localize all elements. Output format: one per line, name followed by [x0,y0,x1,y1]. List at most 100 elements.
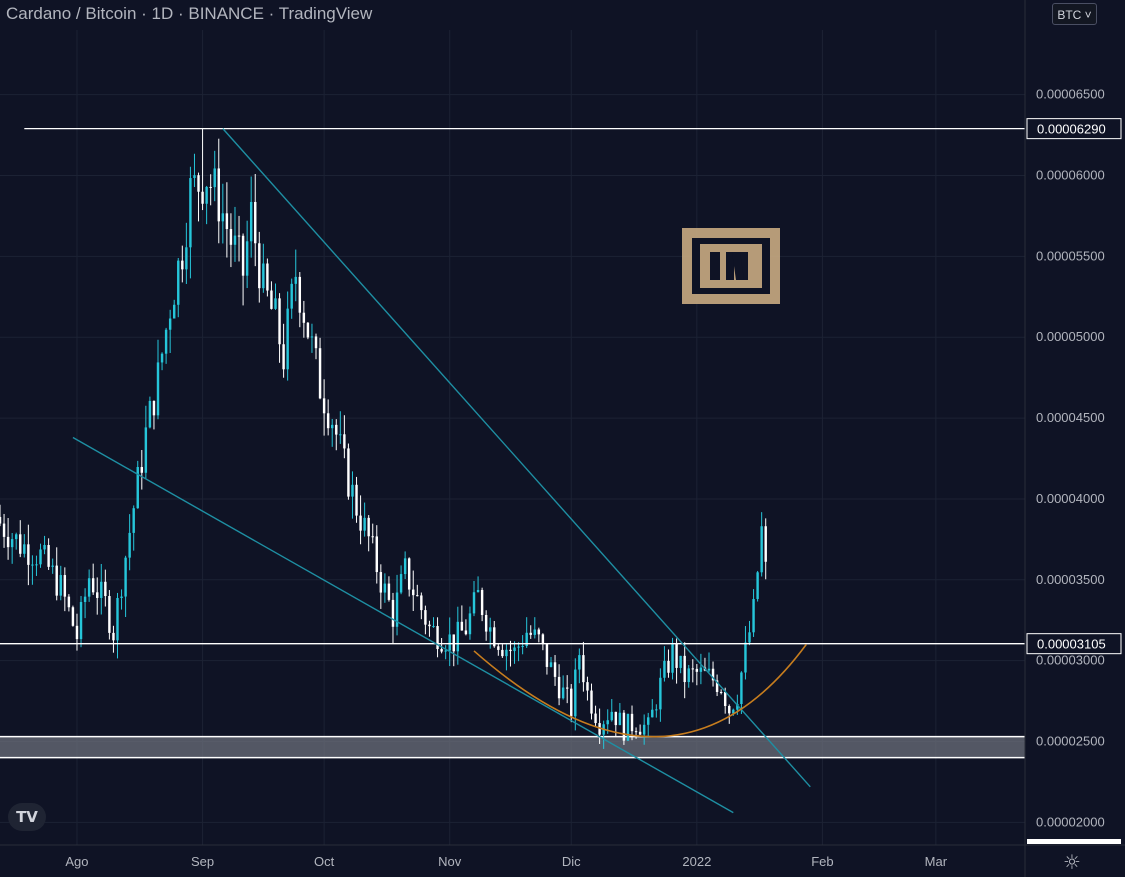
candle-body [683,655,686,683]
candle [460,605,464,631]
currency-button[interactable]: BTC ˅ [1052,3,1097,25]
candle-body [436,626,439,650]
candle-body [756,572,759,600]
candle [23,534,26,558]
candle-body [10,539,14,548]
candle [549,656,553,668]
candle [193,153,196,188]
candle-body [582,655,585,683]
candle-body [112,632,115,641]
candle-body [160,353,164,363]
candle [330,418,334,447]
candle-body [671,643,674,673]
candle [590,683,593,720]
y-tick-label: 0.00002000 [1036,814,1105,829]
candle-body [302,312,306,323]
candle-body [570,688,573,717]
y-tick-label: 0.00006500 [1036,87,1105,102]
candle-body [318,348,322,399]
x-tick-label: Mar [925,854,948,869]
candle [233,206,237,262]
candle [249,176,253,258]
candle-body [290,283,293,309]
candle [120,589,123,610]
candle-body [152,400,156,416]
candle [529,625,532,639]
candle [578,648,581,684]
x-tick-label: 2022 [682,854,711,869]
gear-icon[interactable]: ☼ [1063,850,1081,874]
candle-body [193,175,196,179]
candle [456,606,460,665]
candle [533,617,536,639]
candle-body [31,564,34,566]
candle-body [525,632,528,646]
candle [497,643,500,656]
candle-body [630,713,634,732]
candle-body [663,660,666,678]
candle [395,574,399,636]
candle-body [647,717,650,725]
candle-body [120,596,123,598]
candle [545,643,549,675]
candle [407,557,411,597]
candle [351,471,354,519]
x-tick-label: Sep [191,854,214,869]
candle-body [144,427,148,473]
candle-body [241,235,245,276]
candle [177,257,180,318]
candle [278,293,281,363]
candle-body [221,213,225,222]
candle-body [618,712,622,726]
candle [468,606,472,640]
candle-body [655,709,658,711]
candle-body [209,186,212,188]
candle [339,411,342,444]
candle-body [359,515,362,531]
candle [310,323,314,353]
candle-body [55,565,58,596]
candle-body [270,290,273,309]
chart-title: Cardano / Bitcoin · 1D · BINANCE · Tradi… [6,4,373,23]
candle-body [108,596,111,633]
price-label-text: 0.00006290 [1037,122,1106,137]
candle [403,551,407,580]
candle-body [201,191,204,204]
candle-body [695,668,699,672]
candle [719,689,723,695]
candle [116,592,119,659]
support-zone-band [0,736,1025,758]
y-tick-label: 0.00004000 [1036,491,1105,506]
rounding-bottom-arc [473,644,807,738]
candle-body [614,711,618,726]
candle [144,405,148,479]
x-tick-label: Feb [811,854,833,869]
candle [598,708,601,744]
candle [525,617,528,648]
candle-body [63,575,67,597]
candle-body [480,589,484,615]
candle [197,172,200,222]
candle-body [760,526,763,573]
candle-body [128,532,131,558]
candle-body [35,564,38,566]
candle-body [444,650,447,652]
candle [189,166,192,279]
candle-body [412,589,415,596]
x-tick-label: Oct [314,854,335,869]
candle [168,309,172,353]
candle [96,577,99,615]
candle-body [472,592,476,614]
candle [464,619,468,636]
candle [699,653,703,685]
candle [181,245,184,283]
candle-body [294,276,297,284]
candle-body [509,649,512,652]
candle [6,518,10,560]
candle-body [100,581,103,598]
candle-body [274,298,277,309]
candle [47,538,50,570]
tradingview-logo[interactable]: TV [8,803,46,831]
candle-body [715,680,719,692]
